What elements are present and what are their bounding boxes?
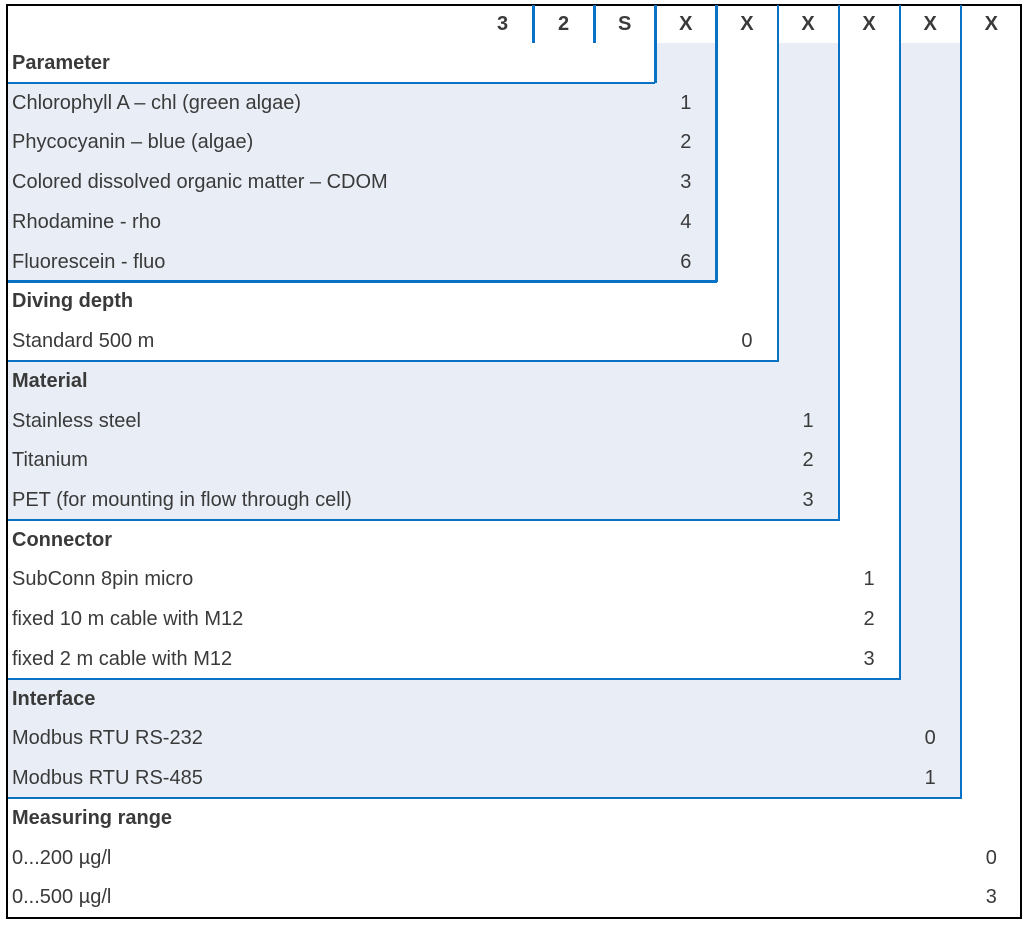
group-shade <box>8 360 839 520</box>
option-code: 1 <box>863 568 875 591</box>
group-border <box>8 677 901 681</box>
option-code: 6 <box>680 250 692 273</box>
option-code: 3 <box>802 489 814 512</box>
group-title: Diving depth <box>12 290 134 313</box>
option-label: 0...200 µg/l <box>12 846 112 869</box>
group-title: Measuring range <box>12 806 173 829</box>
group-title: Connector <box>12 528 112 551</box>
group-border <box>8 796 962 800</box>
header-code: X <box>740 13 754 35</box>
option-code: 1 <box>924 767 936 790</box>
group-shade <box>8 82 717 282</box>
option-label: fixed 10 m cable with M12 <box>12 608 244 631</box>
order-code-table <box>6 4 1022 919</box>
divider <box>654 5 657 83</box>
option-label: Chlorophyll A – chl (green algae) <box>12 91 302 114</box>
option-label: Fluorescein - fluo <box>12 250 166 273</box>
option-code: 0 <box>985 846 997 869</box>
option-code: 1 <box>802 409 814 432</box>
column-shade <box>655 43 717 83</box>
option-label: Phycocyanin – blue (algae) <box>12 131 254 154</box>
option-label: PET (for mounting in flow through cell) <box>12 489 352 512</box>
option-label: Modbus RTU RS-485 <box>12 767 203 790</box>
option-label: SubConn 8pin micro <box>12 568 194 591</box>
option-label: Rhodamine - rho <box>12 210 161 233</box>
group-shade <box>8 678 961 798</box>
column-shade <box>777 43 839 361</box>
divider <box>593 5 596 43</box>
divider <box>532 5 535 43</box>
group-title: Material <box>12 369 88 392</box>
option-code: 2 <box>680 131 692 154</box>
group-border <box>8 518 840 522</box>
option-code: 0 <box>741 330 753 353</box>
option-code: 2 <box>863 608 875 631</box>
option-code: 3 <box>985 886 997 909</box>
option-code: 3 <box>863 647 875 670</box>
group-border <box>898 5 902 680</box>
group-border <box>8 359 779 363</box>
group-border <box>837 5 841 521</box>
option-label: Titanium <box>12 449 88 472</box>
group-title: Parameter <box>12 52 110 74</box>
header-code: 3 <box>496 13 509 35</box>
option-label: 0...500 µg/l <box>12 886 112 909</box>
group-border <box>776 5 779 362</box>
header-code: X <box>801 13 815 35</box>
group-border <box>8 280 718 283</box>
option-label: Modbus RTU RS-232 <box>12 727 203 750</box>
option-code: 4 <box>680 210 692 233</box>
header-code: X <box>862 13 876 35</box>
header-code: 2 <box>558 13 570 35</box>
group-title: Interface <box>12 687 96 710</box>
header-code: X <box>923 13 937 35</box>
option-code: 2 <box>802 449 814 472</box>
header-code: X <box>984 13 998 35</box>
column-shade <box>899 43 961 679</box>
divider <box>8 81 656 85</box>
option-label: Stainless steel <box>12 409 141 432</box>
header-code: X <box>679 13 693 35</box>
group-border <box>959 5 963 799</box>
option-label: Colored dissolved organic matter – CDOM <box>12 171 388 194</box>
option-code: 0 <box>924 727 936 750</box>
header-code: S <box>618 13 632 35</box>
option-label: Standard 500 m <box>12 330 155 353</box>
option-label: fixed 2 m cable with M12 <box>12 647 233 670</box>
option-code: 1 <box>680 91 692 114</box>
option-code: 3 <box>680 171 692 194</box>
group-border <box>715 5 718 283</box>
